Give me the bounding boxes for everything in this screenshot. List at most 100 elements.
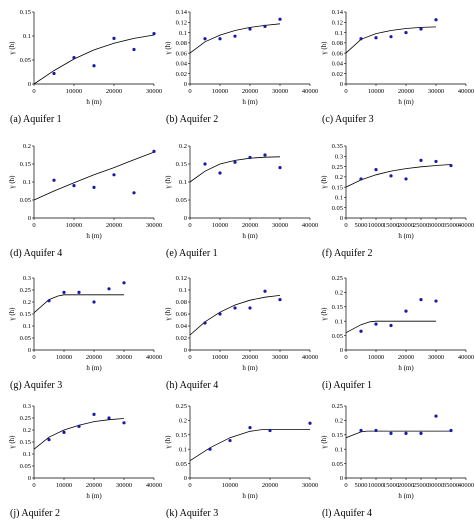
y-tick-label: 0.25 xyxy=(20,287,31,294)
x-axis-label: h (m) xyxy=(242,232,258,240)
data-point xyxy=(308,421,312,425)
y-axis-label: γ (h) xyxy=(320,41,328,56)
x-tick-label: 10000 xyxy=(66,88,82,95)
x-tick-label: 30000 xyxy=(116,482,132,489)
y-tick-label: 0 xyxy=(184,475,187,482)
x-tick-label: 30000 xyxy=(146,222,162,229)
panel-caption: (a) Aquifer 1 xyxy=(10,114,62,125)
y-tick-label: 0.2 xyxy=(179,143,187,150)
x-axis-label: h (m) xyxy=(86,364,102,372)
x-tick-label: 25000 xyxy=(413,222,429,229)
y-axis-label: γ (h) xyxy=(320,175,328,190)
x-tick-label: 30000 xyxy=(146,88,162,95)
y-tick-label: 0.05 xyxy=(332,205,343,212)
data-point xyxy=(419,158,423,162)
x-tick-label: 0 xyxy=(344,354,347,361)
y-tick-label: 0.2 xyxy=(335,174,343,181)
y-axis-label: γ (h) xyxy=(320,435,328,450)
x-axis-label: h (m) xyxy=(242,492,258,500)
chart-panel-l: 0 0.05 0.1 0.15 0.2 0.25 0 5000 1000015000200002… xyxy=(320,403,474,519)
x-tick-label: 10000 xyxy=(222,482,238,489)
chart-panel-i: 0 0.05 0.1 0.15 0.2 0.25 0 10000 20000 30000 40000… xyxy=(320,275,474,391)
data-point xyxy=(122,421,126,425)
x-axis-label: h (m) xyxy=(86,232,102,240)
data-point xyxy=(404,431,408,435)
y-tick-label: 0.1 xyxy=(179,179,187,186)
data-point xyxy=(359,329,363,333)
y-tick-label: 0.15 xyxy=(332,304,343,311)
y-tick-label: 0 xyxy=(184,81,187,88)
y-tick-label: 0.3 xyxy=(23,275,31,282)
data-point xyxy=(248,306,252,310)
y-tick-label: 0.1 xyxy=(335,318,343,325)
x-tick-label: 30000 xyxy=(272,222,288,229)
data-point xyxy=(233,34,237,38)
data-point xyxy=(404,177,408,181)
y-tick-label: 0.15 xyxy=(176,432,187,439)
y-tick-label: 0.1 xyxy=(23,451,31,458)
chart-panel-a: 0 0.05 0.1 0.15 0 10000 20000 30000 γ (h) h (m) (a… xyxy=(8,9,162,125)
x-tick-label: 30000 xyxy=(116,354,132,361)
data-point xyxy=(77,290,81,294)
x-tick-label: 10000 xyxy=(56,482,72,489)
x-tick-label: 0 xyxy=(188,482,191,489)
y-axis-label: γ (h) xyxy=(320,307,328,322)
panel-caption: (g) Aquifer 3 xyxy=(10,380,62,391)
data-point xyxy=(208,447,212,451)
data-point xyxy=(112,173,116,177)
data-point xyxy=(278,17,282,21)
x-axis-label: h (m) xyxy=(398,98,414,106)
data-point xyxy=(72,56,76,60)
x-tick-label: 25000 xyxy=(413,482,429,489)
y-tick-label: 0 xyxy=(184,215,187,222)
y-tick-label: 0.02 xyxy=(176,71,187,78)
data-point xyxy=(359,177,363,181)
x-tick-label: 20000 xyxy=(398,88,414,95)
y-tick-label: 0.1 xyxy=(23,323,31,330)
x-tick-label: 20000 xyxy=(242,222,258,229)
y-tick-label: 0.25 xyxy=(332,275,343,282)
fitted-variogram-line xyxy=(345,26,437,54)
fitted-variogram-line xyxy=(33,151,155,201)
x-tick-label: 0 xyxy=(32,482,35,489)
data-point xyxy=(52,71,56,76)
data-point xyxy=(203,162,207,166)
data-point xyxy=(132,191,136,195)
fitted-variogram-line xyxy=(33,294,124,314)
y-tick-label: 0.15 xyxy=(20,311,31,318)
x-tick-label: 20000 xyxy=(86,354,102,361)
y-tick-label: 0.06 xyxy=(176,50,188,57)
x-tick-label: 40000 xyxy=(458,88,474,95)
y-axis-label: γ (h) xyxy=(164,41,172,56)
x-tick-label: 20000 xyxy=(398,354,414,361)
data-point xyxy=(152,149,156,153)
data-point xyxy=(47,299,51,303)
x-tick-label: 30000 xyxy=(428,354,444,361)
x-tick-label: 0 xyxy=(32,222,35,229)
y-tick-label: 0.1 xyxy=(179,287,187,294)
panel-caption: (f) Aquifer 2 xyxy=(322,248,373,259)
data-point xyxy=(62,290,66,294)
data-point xyxy=(92,64,96,68)
y-tick-label: 0.2 xyxy=(179,418,187,425)
data-point xyxy=(248,27,252,31)
y-tick-label: 0.02 xyxy=(176,335,187,342)
data-point xyxy=(132,47,136,52)
data-point xyxy=(52,178,56,182)
data-point xyxy=(92,185,96,189)
x-tick-label: 35000 xyxy=(443,222,459,229)
y-tick-label: 0.15 xyxy=(20,439,31,446)
chart-panel-g: 0 0.05 0.1 0.15 0.2 0.25 0.3 0 10000 20000 30000 40… xyxy=(8,275,162,391)
data-point xyxy=(107,287,111,291)
y-tick-label: 0.05 xyxy=(176,197,187,204)
y-tick-label: 0 xyxy=(184,347,187,354)
fitted-variogram-line xyxy=(189,156,281,183)
data-point xyxy=(47,438,51,442)
data-point xyxy=(218,312,222,316)
panel-caption: (k) Aquifer 3 xyxy=(166,508,218,519)
y-tick-label: 0.35 xyxy=(332,143,343,150)
data-point xyxy=(389,323,393,328)
y-tick-label: 0.25 xyxy=(176,403,187,410)
data-point xyxy=(389,174,393,178)
